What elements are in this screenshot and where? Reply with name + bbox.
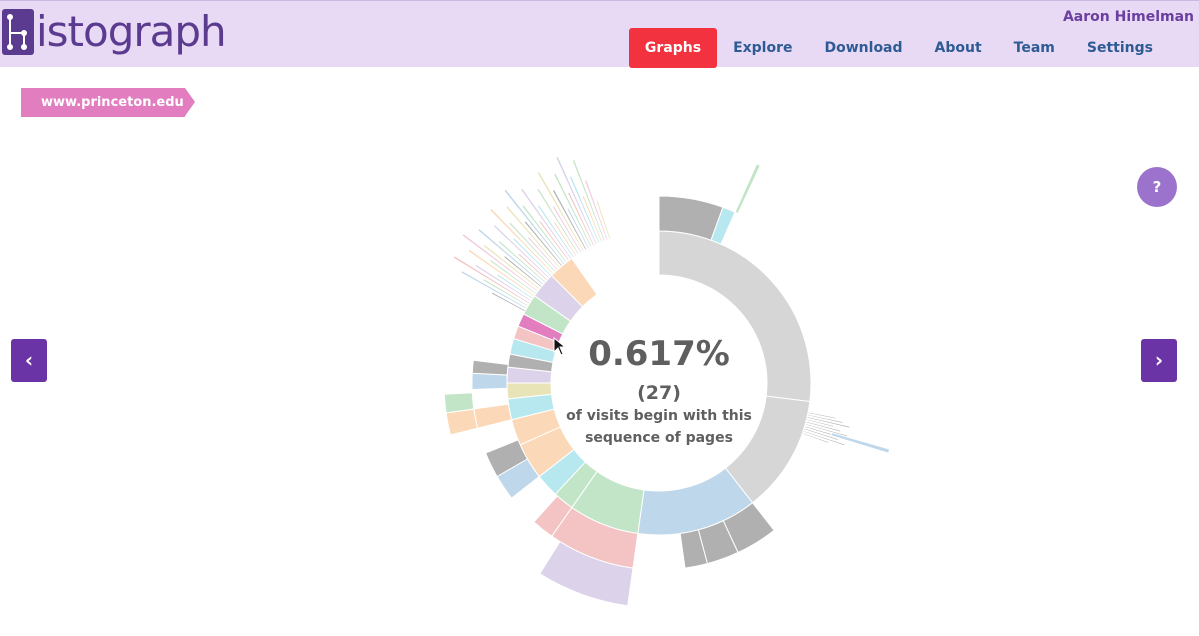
nav-settings[interactable]: Settings: [1086, 40, 1153, 56]
sunburst-outer-orange[interactable]: [473, 403, 513, 429]
previous-button[interactable]: ‹: [11, 339, 47, 382]
nav-download[interactable]: Download: [824, 40, 903, 56]
sunburst-spike[interactable]: [517, 252, 549, 282]
logo-graph-icon: [2, 9, 34, 55]
sunburst-outer-orange-2[interactable]: [445, 408, 479, 436]
sunburst-outer-gray-3[interactable]: [679, 529, 709, 569]
visit-count: (27): [637, 382, 681, 404]
sunburst-spike[interactable]: [474, 263, 533, 303]
sunburst-outer-lavender[interactable]: [539, 540, 634, 607]
sunburst-spike[interactable]: [568, 175, 601, 245]
sunburst-spike[interactable]: [482, 243, 541, 291]
nav-about[interactable]: About: [934, 40, 982, 56]
sunburst-spike[interactable]: [581, 194, 604, 244]
sunburst-spike[interactable]: [566, 191, 596, 247]
top-bar: istograph Aaron Himelman Graphs Explore …: [0, 0, 1199, 68]
sunburst-spike[interactable]: [571, 158, 606, 243]
sunburst-spike[interactable]: [536, 203, 575, 259]
help-button[interactable]: ?: [1137, 167, 1177, 207]
sunburst-spike-right[interactable]: [806, 413, 844, 424]
sunburst-spike[interactable]: [488, 207, 555, 276]
sunburst-center-info: 0.617% (27) of visits begin with this se…: [559, 330, 759, 448]
sunburst-spike-right[interactable]: [802, 429, 846, 447]
sunburst-spike[interactable]: [536, 170, 585, 253]
sunburst-spike[interactable]: [512, 237, 553, 278]
sunburst-spike[interactable]: [505, 205, 561, 270]
sunburst-spike-right[interactable]: [801, 432, 830, 445]
histograph-logo[interactable]: istograph: [2, 7, 227, 57]
sunburst-outer-cyan-top[interactable]: [710, 206, 736, 245]
user-name[interactable]: Aaron Himelman: [1062, 9, 1194, 25]
breadcrumb-domain[interactable]: www.princeton.edu: [21, 88, 195, 117]
sunburst-outer-blue-2[interactable]: [471, 372, 508, 391]
sunburst-spike[interactable]: [552, 172, 593, 248]
sunburst-spike[interactable]: [477, 227, 545, 286]
nav-team[interactable]: Team: [1013, 40, 1055, 56]
sunburst-spike[interactable]: [521, 203, 568, 264]
sunburst-spike[interactable]: [595, 199, 612, 241]
sunburst-spike[interactable]: [566, 207, 590, 250]
main-nav: Graphs Explore Download About Team Setti…: [628, 28, 1169, 68]
sunburst-outer-pink-2[interactable]: [533, 495, 573, 537]
sunburst-spike[interactable]: [508, 221, 557, 274]
sunburst-spike[interactable]: [526, 235, 559, 272]
sunburst-spike[interactable]: [523, 220, 564, 268]
sunburst-spike[interactable]: [535, 187, 580, 256]
sunburst-spike[interactable]: [482, 277, 530, 308]
sunburst-spike-right[interactable]: [805, 418, 835, 428]
sunburst-spike[interactable]: [555, 155, 598, 246]
chevron-left-icon: ‹: [24, 348, 34, 372]
sunburst-spike[interactable]: [583, 178, 609, 241]
visit-description-line1: of visits begin with this: [566, 408, 752, 424]
sunburst-spike[interactable]: [503, 188, 566, 266]
next-button[interactable]: ›: [1141, 339, 1177, 382]
sunburst-spike[interactable]: [495, 272, 534, 300]
sunburst-spike-right[interactable]: [803, 427, 840, 442]
visit-description-line2: sequence of pages: [585, 430, 733, 446]
sunburst-spike[interactable]: [519, 187, 573, 261]
sunburst-spike-top[interactable]: [734, 163, 762, 215]
sunburst-spike[interactable]: [490, 291, 527, 313]
nav-explore[interactable]: Explore: [733, 40, 793, 56]
sunburst-spike-right[interactable]: [807, 411, 837, 420]
sunburst-spike[interactable]: [488, 258, 538, 295]
visit-percentage: 0.617%: [588, 334, 730, 374]
sunburst-outer-green[interactable]: [443, 392, 475, 414]
sunburst-spike[interactable]: [552, 220, 578, 257]
sunburst-spike[interactable]: [452, 254, 531, 305]
mouse-cursor-icon: [553, 337, 567, 356]
sunburst-spike[interactable]: [459, 269, 528, 310]
sunburst-spike[interactable]: [551, 205, 583, 254]
sunburst-spike-right[interactable]: [805, 420, 842, 433]
sunburst-spike[interactable]: [497, 239, 547, 284]
sunburst-outer-gray-5[interactable]: [471, 359, 509, 376]
nav-graphs[interactable]: Graphs: [628, 28, 718, 68]
chevron-right-icon: ›: [1154, 348, 1164, 372]
logo-text: istograph: [36, 7, 227, 56]
sunburst-spike-right-blue[interactable]: [830, 431, 891, 454]
sunburst-spike[interactable]: [467, 248, 536, 298]
sunburst-spike-right[interactable]: [806, 416, 851, 429]
sunburst-spike[interactable]: [492, 223, 551, 280]
sunburst-spike[interactable]: [538, 219, 571, 262]
sunburst-spike[interactable]: [502, 254, 543, 289]
sunburst-outer-gray-4[interactable]: [484, 439, 529, 478]
sunburst-spike[interactable]: [461, 232, 539, 293]
sunburst-spike[interactable]: [551, 188, 588, 251]
